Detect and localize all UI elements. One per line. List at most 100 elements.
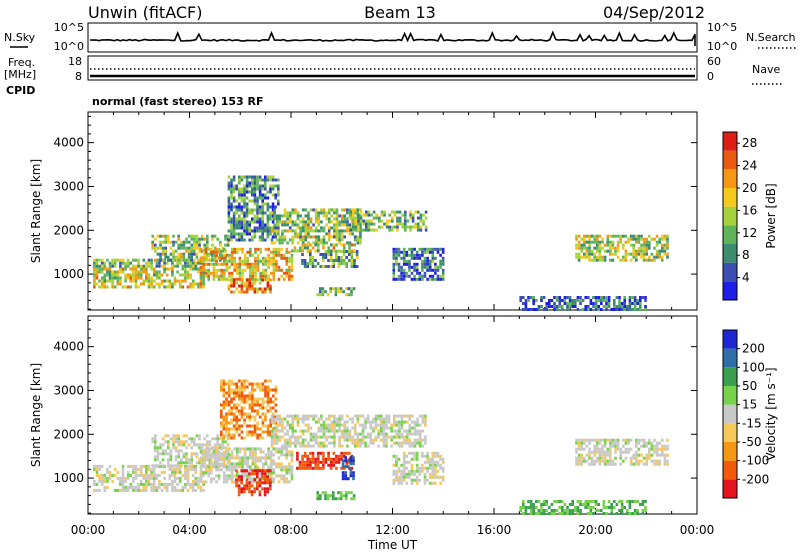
data-cell: [416, 438, 419, 442]
data-cell: [576, 506, 580, 509]
data-cell: [215, 462, 218, 466]
data-cell: [230, 471, 234, 475]
data-cell: [650, 237, 654, 241]
data-cell: [589, 500, 593, 503]
data-cell: [641, 503, 645, 506]
data-cell: [256, 278, 259, 282]
data-cell: [174, 440, 178, 444]
data-cell: [161, 458, 165, 462]
data-cell: [139, 273, 143, 277]
data-cell: [223, 450, 226, 454]
data-cell: [413, 423, 417, 427]
data-cell: [390, 429, 393, 433]
data-cell: [251, 274, 255, 278]
data-cell: [184, 476, 187, 480]
data-cell: [343, 235, 347, 239]
data-cell: [193, 258, 196, 262]
data-cell: [280, 447, 283, 451]
data-cell: [93, 258, 96, 262]
data-cell: [132, 258, 135, 262]
data-cell: [311, 460, 315, 464]
data-cell: [269, 471, 273, 475]
data-cell: [222, 418, 226, 422]
data-cell: [271, 235, 275, 239]
data-cell: [156, 246, 160, 250]
data-cell: [187, 437, 191, 441]
data-cell: [126, 488, 130, 492]
data-cell: [340, 256, 343, 259]
data-cell: [269, 226, 272, 230]
data-cell: [220, 447, 223, 451]
data-cell: [585, 459, 589, 463]
data-cell: [532, 509, 535, 512]
data-cell: [333, 226, 336, 230]
data-cell: [588, 438, 591, 442]
data-cell: [198, 246, 201, 250]
data-cell: [400, 271, 403, 275]
data-cell: [220, 433, 223, 437]
data-cell: [240, 205, 244, 209]
y-axis-label: Slant Range [km]: [29, 159, 43, 263]
data-cell: [240, 232, 244, 236]
data-cell: [598, 447, 602, 451]
data-cell: [413, 457, 416, 461]
data-cell: [251, 262, 255, 266]
data-cell: [629, 438, 633, 442]
data-cell: [424, 417, 427, 421]
data-cell: [290, 277, 294, 281]
data-cell: [314, 241, 318, 245]
data-cell: [369, 435, 373, 439]
data-cell: [264, 412, 267, 416]
data-cell: [180, 443, 183, 447]
data-cell: [415, 463, 419, 467]
data-cell: [611, 234, 615, 238]
data-cell: [266, 223, 270, 227]
data-cell: [191, 479, 195, 483]
data-cell: [186, 264, 190, 268]
data-cell: [270, 241, 274, 245]
data-cell: [251, 462, 255, 466]
colorbar-segment: [723, 442, 737, 461]
colorbar-segment: [723, 132, 737, 151]
data-cell: [100, 258, 104, 262]
data-cell: [627, 438, 630, 442]
data-cell: [280, 474, 283, 478]
data-cell: [230, 223, 233, 227]
data-cell: [230, 196, 233, 200]
colorbar-segment: [723, 330, 737, 349]
data-cell: [347, 491, 351, 495]
data-cell: [359, 223, 362, 227]
data-cell: [307, 444, 310, 448]
data-cell: [322, 256, 325, 259]
data-cell: [635, 459, 638, 463]
data-cell: [405, 460, 409, 464]
data-cell: [258, 190, 262, 194]
data-cell: [238, 271, 242, 275]
data-cell: [441, 457, 445, 461]
data-cell: [270, 414, 274, 418]
data-cell: [296, 423, 300, 427]
data-cell: [610, 506, 613, 509]
data-cell: [296, 417, 300, 421]
data-cell: [184, 482, 187, 486]
data-cell: [304, 423, 308, 427]
data-cell: [235, 184, 238, 188]
data-cell: [121, 258, 125, 262]
data-cell: [581, 299, 585, 302]
data-cell: [575, 447, 578, 451]
data-cell: [601, 255, 604, 259]
data-cell: [156, 464, 160, 468]
data-cell: [228, 477, 231, 481]
data-cell: [230, 391, 233, 395]
data-cell: [283, 214, 287, 218]
data-cell: [434, 481, 437, 485]
data-cell: [392, 274, 396, 278]
data-cell: [206, 440, 209, 444]
data-cell: [403, 429, 406, 433]
data-cell: [540, 305, 543, 308]
data-cell: [145, 276, 148, 280]
data-cell: [142, 464, 146, 468]
data-cell: [596, 450, 599, 454]
data-cell: [251, 409, 254, 413]
data-cell: [241, 247, 244, 251]
